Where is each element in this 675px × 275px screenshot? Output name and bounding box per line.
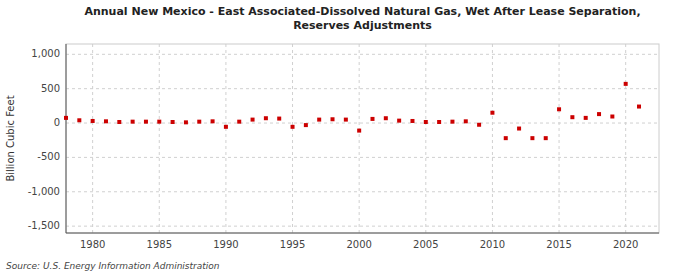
point xyxy=(184,120,188,124)
point xyxy=(384,116,388,120)
point xyxy=(530,136,534,140)
plot-frame xyxy=(66,44,659,233)
x-tick-label: 2020 xyxy=(613,239,638,250)
y-tick-label: 500 xyxy=(41,83,60,94)
point xyxy=(277,117,281,121)
point xyxy=(517,127,521,131)
x-tick-label: 2010 xyxy=(480,239,505,250)
y-grid-line xyxy=(66,54,659,55)
y-grid-line xyxy=(66,123,659,124)
x-grid-line xyxy=(159,44,160,233)
point xyxy=(610,115,614,119)
y-grid-line xyxy=(66,157,659,158)
page: {"chart_data": {"type": "scatter", "titl… xyxy=(0,0,675,275)
point xyxy=(504,136,508,140)
y-tick-label: -500 xyxy=(37,151,60,162)
point xyxy=(117,120,121,124)
point xyxy=(264,116,268,120)
point xyxy=(331,117,335,121)
point xyxy=(91,119,95,123)
point xyxy=(224,125,228,129)
title-line: Reserves Adjustments xyxy=(293,19,432,32)
x-tick-label: 1995 xyxy=(280,239,305,250)
y-grid-line xyxy=(66,226,659,227)
x-axis-line xyxy=(66,233,659,234)
point xyxy=(397,119,401,123)
x-tick-label: 1990 xyxy=(213,239,238,250)
chart: -1,500 -1,000 -500 0 500 1,000 1980 1985 1990 199… xyxy=(0,0,675,275)
point xyxy=(557,107,561,111)
x-grid-line xyxy=(425,44,426,233)
title: Annual New Mexico - East Associated-Diss… xyxy=(84,5,640,32)
point xyxy=(131,120,135,124)
tick-labels: -1,500 -1,000 -500 0 500 1,000 1980 1985 1990 199… xyxy=(28,48,639,250)
x-tick-label: 2000 xyxy=(346,239,371,250)
point xyxy=(344,118,348,122)
point xyxy=(437,120,441,124)
point xyxy=(211,119,215,123)
point xyxy=(370,117,374,121)
point xyxy=(64,116,68,120)
y-grid-line xyxy=(66,191,659,192)
x-grid-line xyxy=(92,44,93,233)
point xyxy=(477,123,481,127)
y-tick-label: -1,000 xyxy=(28,186,60,197)
point xyxy=(584,116,588,120)
point xyxy=(237,120,241,124)
y-tick-label: 0 xyxy=(54,117,60,128)
point xyxy=(171,120,175,124)
y-tick-label: 1,000 xyxy=(31,48,60,59)
x-grid-line xyxy=(559,44,560,233)
y-grid-line xyxy=(66,88,659,89)
point xyxy=(637,105,641,109)
point xyxy=(570,115,574,119)
x-tick-label: 1980 xyxy=(80,239,105,250)
point xyxy=(410,119,414,123)
point xyxy=(450,120,454,124)
x-grid-line xyxy=(492,44,493,233)
point xyxy=(104,119,108,123)
point xyxy=(144,120,148,124)
point xyxy=(317,118,321,122)
point xyxy=(157,120,161,124)
point xyxy=(77,118,81,122)
x-grid-line xyxy=(225,44,226,233)
title-line: Annual New Mexico - East Associated-Diss… xyxy=(84,5,640,18)
point xyxy=(357,129,361,133)
point xyxy=(197,120,201,124)
annotation: Source: U.S. Energy Information Administ… xyxy=(6,261,220,271)
y-tick-label: -1,500 xyxy=(28,220,60,231)
point xyxy=(597,112,601,116)
x-grid-line xyxy=(359,44,360,233)
x-grid-line xyxy=(625,44,626,233)
point xyxy=(464,119,468,123)
grid xyxy=(66,44,659,233)
y-axis-label: Billion Cubic Feet xyxy=(5,95,16,181)
point xyxy=(424,120,428,124)
point xyxy=(624,82,628,86)
point xyxy=(490,111,494,115)
x-tick-label: 2005 xyxy=(413,239,438,250)
point xyxy=(291,125,295,129)
x-grid-line xyxy=(292,44,293,233)
x-tick-label: 1985 xyxy=(147,239,172,250)
point xyxy=(304,123,308,127)
x-tick-label: 2015 xyxy=(546,239,571,250)
y-axis-line xyxy=(66,44,67,233)
point xyxy=(251,118,255,122)
point xyxy=(544,136,548,140)
points xyxy=(64,82,641,140)
